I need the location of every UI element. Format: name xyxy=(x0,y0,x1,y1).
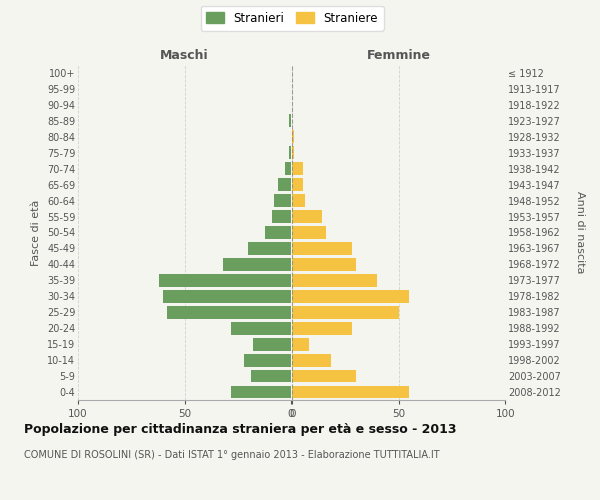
Y-axis label: Fasce di età: Fasce di età xyxy=(31,200,41,266)
Bar xyxy=(289,114,291,127)
Bar xyxy=(292,354,331,366)
Bar xyxy=(265,226,291,239)
Bar xyxy=(292,210,322,223)
Bar xyxy=(167,306,291,318)
Title: Femmine: Femmine xyxy=(367,50,431,62)
Y-axis label: Anni di nascita: Anni di nascita xyxy=(575,191,585,274)
Bar xyxy=(292,226,326,239)
Title: Maschi: Maschi xyxy=(160,50,209,62)
Bar xyxy=(253,338,291,350)
Text: COMUNE DI ROSOLINI (SR) - Dati ISTAT 1° gennaio 2013 - Elaborazione TUTTITALIA.I: COMUNE DI ROSOLINI (SR) - Dati ISTAT 1° … xyxy=(24,450,440,460)
Bar xyxy=(251,370,291,382)
Bar xyxy=(289,146,291,159)
Bar xyxy=(278,178,291,191)
Legend: Stranieri, Straniere: Stranieri, Straniere xyxy=(200,6,384,30)
Bar xyxy=(163,290,291,302)
Bar xyxy=(292,178,303,191)
Bar xyxy=(292,322,352,334)
Bar xyxy=(292,306,399,318)
Bar xyxy=(292,338,309,350)
Text: Popolazione per cittadinanza straniera per età e sesso - 2013: Popolazione per cittadinanza straniera p… xyxy=(24,422,457,436)
Bar xyxy=(159,274,291,286)
Bar xyxy=(244,354,291,366)
Bar xyxy=(292,130,295,143)
Bar xyxy=(232,322,291,334)
Bar xyxy=(292,194,305,207)
Bar xyxy=(292,146,295,159)
Bar xyxy=(292,370,356,382)
Bar xyxy=(272,210,291,223)
Bar xyxy=(223,258,291,271)
Bar xyxy=(292,290,409,302)
Bar xyxy=(248,242,291,255)
Bar xyxy=(292,386,409,398)
Bar xyxy=(274,194,291,207)
Bar xyxy=(292,162,303,175)
Bar xyxy=(292,258,356,271)
Bar xyxy=(292,274,377,286)
Bar xyxy=(292,242,352,255)
Bar xyxy=(284,162,291,175)
Bar xyxy=(232,386,291,398)
